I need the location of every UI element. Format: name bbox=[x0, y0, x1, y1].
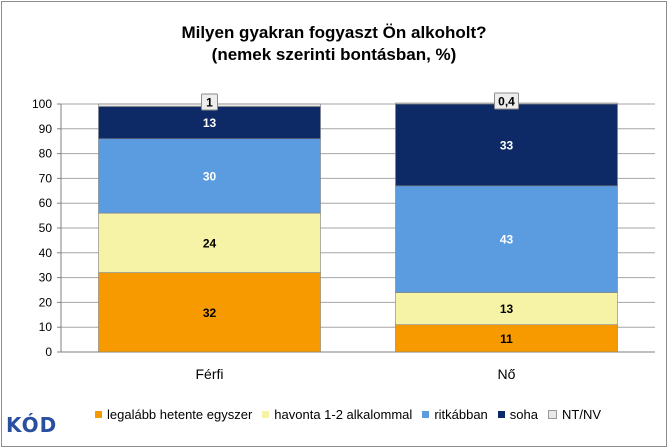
legend-item: soha bbox=[497, 406, 538, 422]
legend-label: soha bbox=[509, 406, 538, 422]
legend-label: ritkábban bbox=[434, 406, 488, 422]
y-tick-label: 10 bbox=[39, 320, 53, 334]
y-tick-label: 60 bbox=[39, 196, 53, 210]
x-category-label: Nő bbox=[498, 366, 516, 382]
kod-logo: KÓD bbox=[6, 413, 58, 437]
y-tick-label: 90 bbox=[39, 122, 53, 136]
data-label-box bbox=[494, 92, 519, 110]
logo-text: KÓD bbox=[6, 413, 58, 437]
legend-item: ritkábban bbox=[422, 406, 488, 422]
y-tick-label: 70 bbox=[39, 171, 53, 185]
chart-title: Milyen gyakran fogyaszt Ön alkoholt? bbox=[181, 23, 487, 42]
x-category-label: Férfi bbox=[196, 366, 224, 382]
legend-item: havonta 1-2 alkalommal bbox=[262, 407, 412, 422]
data-label: 30 bbox=[203, 169, 217, 183]
legend-swatch bbox=[548, 409, 557, 419]
data-label: 33 bbox=[500, 138, 514, 152]
y-tick-label: 50 bbox=[39, 221, 53, 235]
y-tick-label: 0 bbox=[45, 345, 52, 359]
legend-swatch bbox=[422, 410, 430, 418]
data-label: 32 bbox=[203, 306, 217, 320]
bar-segment bbox=[98, 106, 321, 140]
bar-segment bbox=[98, 138, 321, 214]
bar-segment bbox=[395, 324, 618, 353]
data-label: 0,4 bbox=[498, 95, 515, 109]
data-label: 24 bbox=[203, 236, 217, 250]
bar-segment bbox=[395, 103, 618, 187]
chart-subtitle: (nemek szerinti bontásban, %) bbox=[211, 45, 457, 64]
data-label: 43 bbox=[500, 233, 514, 247]
data-label: 13 bbox=[500, 302, 514, 316]
data-label: 13 bbox=[203, 116, 217, 130]
bar-segment bbox=[395, 292, 618, 326]
y-tick-label: 30 bbox=[39, 271, 53, 285]
data-label-box bbox=[201, 93, 218, 111]
legend-label: NT/NV bbox=[562, 406, 601, 422]
bar-segment bbox=[395, 185, 618, 293]
legend-swatch bbox=[262, 410, 270, 418]
y-tick-label: 20 bbox=[39, 295, 53, 309]
data-label: 1 bbox=[206, 96, 213, 110]
chart-title-block: Milyen gyakran fogyaszt Ön alkoholt? (ne… bbox=[0, 22, 668, 66]
data-label: 11 bbox=[500, 332, 513, 346]
legend-swatch bbox=[95, 410, 102, 418]
y-tick-label: 80 bbox=[39, 147, 53, 161]
chart-legend: legalább hetente egyszer havonta 1-2 alka… bbox=[95, 406, 601, 422]
y-tick-label: 100 bbox=[32, 97, 52, 111]
y-tick-label: 40 bbox=[39, 246, 53, 260]
legend-item: legalább hetente egyszer bbox=[95, 407, 252, 422]
legend-label: legalább hetente egyszer bbox=[107, 406, 253, 422]
legend-swatch bbox=[497, 410, 505, 418]
bar-segment bbox=[98, 272, 321, 353]
legend-label: havonta 1-2 alkalommal bbox=[274, 406, 413, 422]
legend-item: NT/NV bbox=[548, 407, 601, 422]
